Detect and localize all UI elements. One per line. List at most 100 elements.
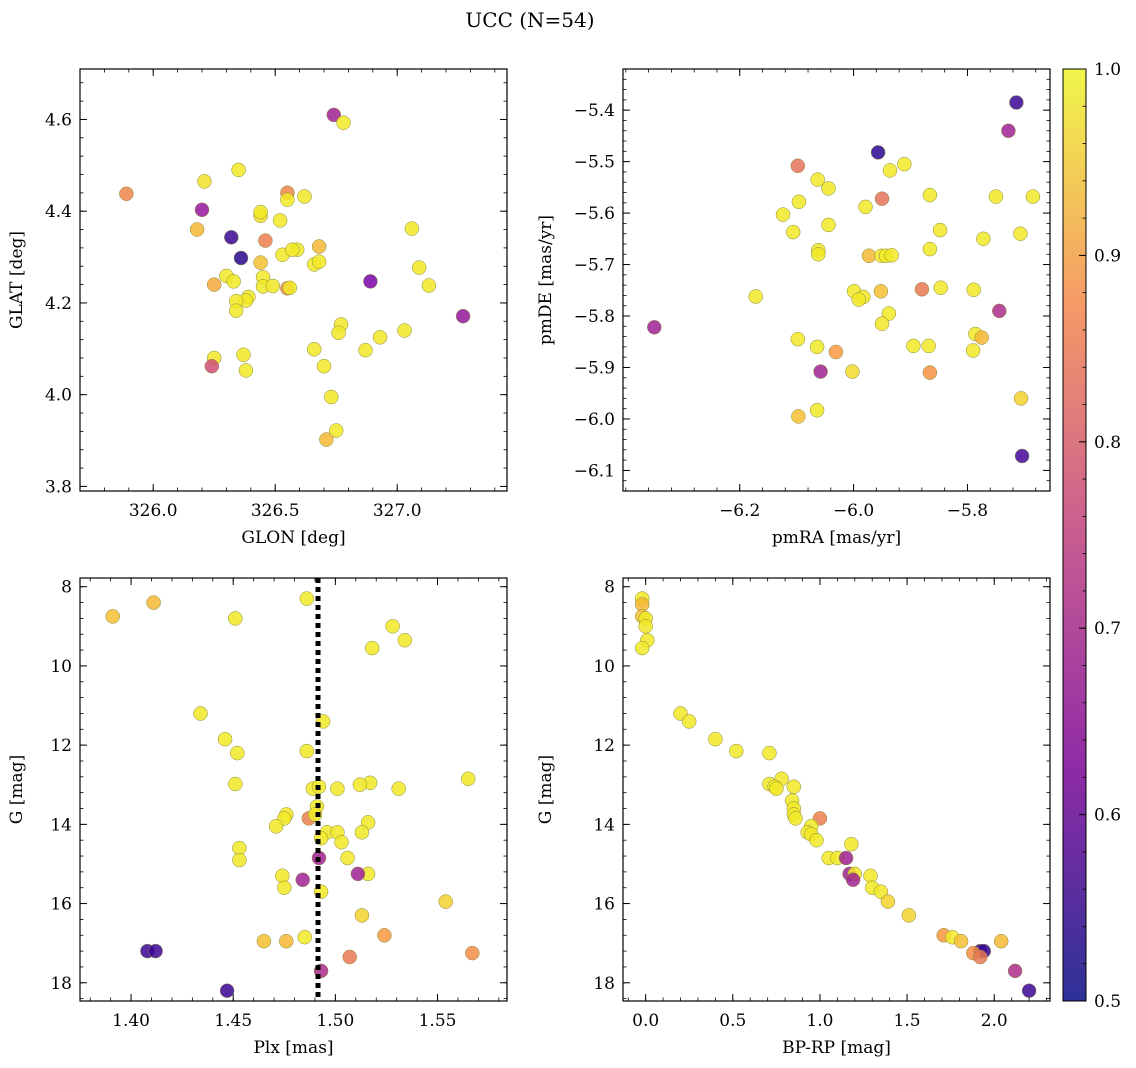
x-tick-label: 1.45 <box>214 1011 252 1031</box>
data-point <box>268 819 284 834</box>
x-axis-label: Plx [mas] <box>253 1038 333 1058</box>
data-point <box>197 174 212 189</box>
data-point <box>364 640 380 656</box>
x-axis-label: pmRA [mas/yr] <box>772 528 901 548</box>
data-point <box>790 158 806 174</box>
data-point <box>681 714 697 729</box>
data-point <box>775 207 791 222</box>
colorbar-tick-label: 0.9 <box>1094 246 1121 266</box>
data-point <box>762 745 777 761</box>
data-point <box>311 254 327 269</box>
data-point <box>226 274 241 289</box>
data-point <box>634 640 650 656</box>
data-point <box>748 289 763 304</box>
data-point <box>881 306 897 321</box>
data-point <box>377 928 392 943</box>
y-tick-label: 4.0 <box>45 386 72 406</box>
data-point <box>331 325 346 341</box>
x-tick-label: −5.8 <box>947 501 988 521</box>
y-tick-label: 8 <box>604 578 615 598</box>
data-point <box>809 402 825 418</box>
data-point <box>874 316 890 331</box>
data-point <box>119 186 134 202</box>
data-point <box>363 274 378 289</box>
data-point <box>993 933 1009 949</box>
data-point <box>397 632 413 648</box>
data-point <box>228 303 244 318</box>
scatter-points <box>634 591 1037 998</box>
data-point <box>228 776 243 792</box>
data-point <box>974 330 989 345</box>
data-point <box>232 852 247 868</box>
y-tick-label: 18 <box>50 974 72 994</box>
data-point <box>253 204 268 220</box>
data-point <box>105 609 120 624</box>
x-axis-label: BP-RP [mag] <box>782 1038 891 1058</box>
x-tick-label: 0.0 <box>632 1011 659 1031</box>
data-point <box>326 107 342 123</box>
data-point <box>791 409 806 424</box>
data-point <box>1025 189 1041 204</box>
data-point <box>460 771 476 787</box>
data-point <box>194 202 210 218</box>
y-tick-label: 10 <box>593 657 615 677</box>
y-tick-label: −5.6 <box>574 204 615 224</box>
data-point <box>1014 448 1030 464</box>
data-point <box>455 308 471 324</box>
data-point <box>295 872 310 888</box>
x-tick-label: 326.5 <box>251 501 300 521</box>
data-point <box>845 364 860 379</box>
y-tick-label: −5.8 <box>574 307 615 327</box>
scatter-points <box>647 95 1041 464</box>
data-point <box>809 832 824 848</box>
data-point <box>285 242 300 257</box>
x-tick-label: 2.0 <box>981 1011 1008 1031</box>
data-point <box>1021 983 1037 998</box>
data-point <box>228 611 243 626</box>
data-point <box>858 199 873 215</box>
y-tick-label: −6.1 <box>574 461 615 481</box>
data-point <box>219 983 235 998</box>
data-point <box>275 868 290 884</box>
data-point <box>330 781 345 796</box>
x-tick-label: 1.50 <box>316 1011 354 1031</box>
data-point <box>280 192 295 207</box>
data-point <box>638 619 653 634</box>
data-point <box>306 342 322 357</box>
data-point <box>821 217 836 233</box>
data-point <box>851 292 866 307</box>
data-point <box>236 347 251 363</box>
data-point <box>397 323 412 338</box>
data-point <box>880 894 896 909</box>
y-tick-label: 14 <box>593 815 615 835</box>
data-point <box>189 222 205 237</box>
data-point <box>813 364 828 379</box>
data-point <box>873 884 889 899</box>
data-point <box>336 115 351 130</box>
data-point <box>340 850 355 866</box>
colorbar-tick-label: 1.0 <box>1094 60 1121 80</box>
data-point <box>311 239 327 254</box>
data-point <box>334 834 349 850</box>
axes-frame <box>622 577 1051 1002</box>
data-point <box>873 284 889 299</box>
x-tick-label: −6.0 <box>833 501 874 521</box>
data-point <box>297 929 312 945</box>
panel-pmra-pmde: −6.2 −6.0 −5.8 −6.1 −6.0 −5.9 −5.8 −5.7 −5.6 −5.5… <box>536 68 1051 548</box>
data-point <box>238 363 254 378</box>
y-tick-label: 4.4 <box>45 202 72 222</box>
data-point <box>350 866 366 882</box>
x-tick-label: 0.5 <box>719 1011 746 1031</box>
y-tick-label: −5.9 <box>574 358 615 378</box>
y-tick-label: −5.5 <box>574 153 615 173</box>
data-point <box>256 933 272 949</box>
data-point <box>391 781 406 796</box>
data-point <box>861 248 877 264</box>
data-point <box>786 779 802 794</box>
data-point <box>901 908 917 923</box>
y-tick-label: 10 <box>50 657 72 677</box>
y-axis-label: pmDE [mas/yr] <box>536 215 556 345</box>
plot-area <box>623 69 1050 491</box>
data-point <box>282 280 298 296</box>
